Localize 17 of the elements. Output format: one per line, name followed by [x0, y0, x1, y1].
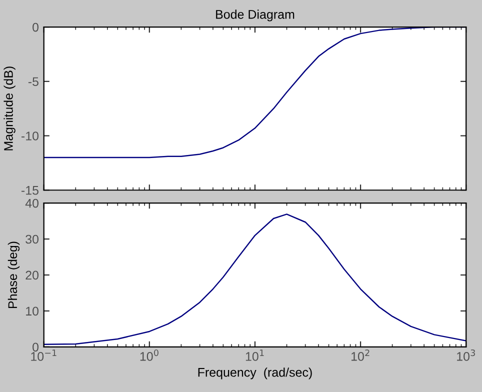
y-tick-label: 20 [26, 270, 39, 280]
x-axis-title: Frequency (rad/sec) [198, 368, 312, 380]
y-tick-label: -10 [21, 132, 39, 140]
y-tick-label: -5 [28, 77, 38, 86]
x-tick-label: 10$^{2}$ [351, 349, 370, 361]
x-tick-label: 10$^{1}$ [246, 350, 264, 361]
y-tick-label: 30 [26, 234, 39, 244]
x-tick-label: 10$^{0}$ [140, 349, 158, 361]
y-tick-label: 0 [32, 342, 39, 352]
y-tick-label: 40 [25, 198, 39, 208]
x-tick-label: 10$^{3}$ [457, 349, 475, 361]
y-tick-label: 0 [32, 22, 39, 32]
y-axis-title: Magnitude (dB) [4, 66, 16, 150]
y-axis-title: Phase (deg) [8, 242, 20, 308]
chart-title: Bode Diagram [216, 10, 294, 22]
y-tick-label: 10 [26, 306, 39, 316]
y-tick-label: -15 [21, 186, 38, 195]
